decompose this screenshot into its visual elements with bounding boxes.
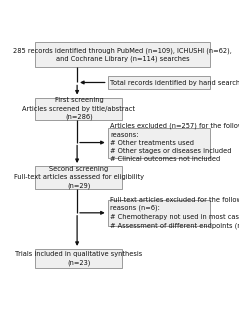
FancyBboxPatch shape (35, 97, 122, 120)
FancyBboxPatch shape (35, 166, 122, 189)
Text: 285 records identified through PubMed (n=109), ICHUSHI (n=62),
and Cochrane Libr: 285 records identified through PubMed (n… (13, 47, 232, 62)
FancyBboxPatch shape (35, 42, 210, 67)
Text: Total records identified by hand search (n=1): Total records identified by hand search … (110, 79, 239, 86)
Text: First screening
Articles screened by title/abstract
(n=286): First screening Articles screened by tit… (22, 97, 136, 120)
Text: Articles excluded (n=257) for the following main
reasons:
# Other treatments use: Articles excluded (n=257) for the follow… (110, 123, 239, 162)
Text: Full-text articles excluded for the following
reasons (n=6):
# Chemotherapy not : Full-text articles excluded for the foll… (110, 197, 239, 229)
FancyBboxPatch shape (108, 76, 210, 89)
Text: Trials included in qualitative synthesis
(n=23): Trials included in qualitative synthesis… (15, 251, 143, 266)
FancyBboxPatch shape (108, 200, 210, 226)
FancyBboxPatch shape (35, 249, 122, 268)
Text: Second screening
Full-text articles assessed for eligibility
(n=29): Second screening Full-text articles asse… (14, 166, 144, 189)
FancyBboxPatch shape (108, 128, 210, 158)
